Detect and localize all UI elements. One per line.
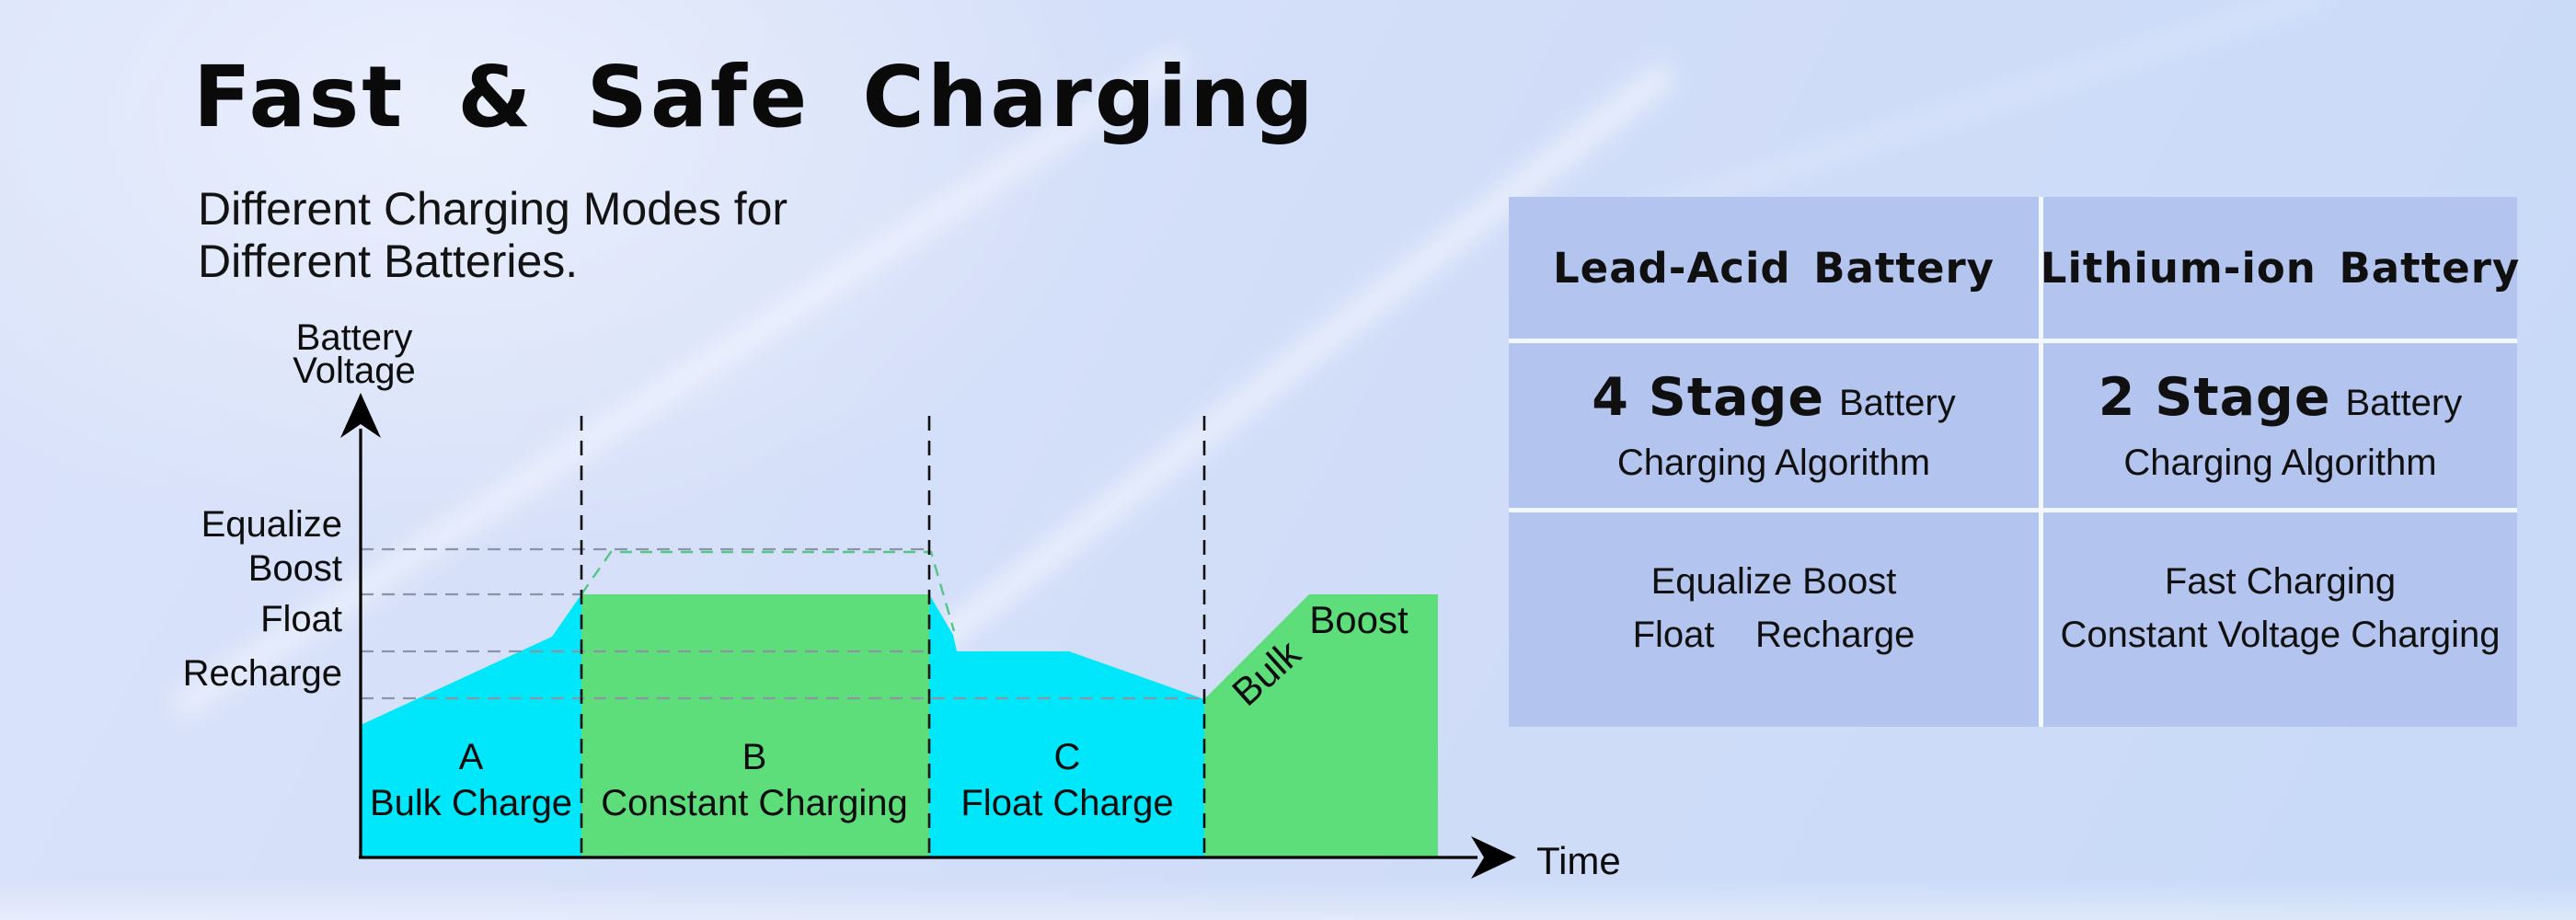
annotation-boost: Boost: [1309, 598, 1409, 641]
x-axis-arrow-icon: [1471, 836, 1516, 879]
battery-comparison-table: Lead-Acid Battery Lithium-ion Battery 4 …: [1509, 197, 2519, 727]
level-label-float: Float: [260, 599, 342, 639]
level-label-recharge: Recharge: [183, 653, 342, 694]
page-subtitle-line2: Different Batteries.: [198, 236, 579, 287]
stage-count-line: 2 Stage Battery: [2099, 367, 2462, 428]
y-axis-arrow-icon: [340, 393, 381, 438]
area-stage-c-float-charge: [929, 594, 1204, 857]
algorithm-line: Charging Algorithm: [2123, 443, 2437, 483]
table-header-lithium-ion: Lithium-ion Battery: [2041, 197, 2519, 343]
area-stage-a-bulk-charge: [361, 594, 581, 857]
stage-c-label: Float Charge: [960, 783, 1173, 823]
equalize-dashed-profile: [581, 550, 956, 632]
stage-count-line: 4 Stage Battery: [1592, 367, 1955, 428]
stage-count: 2 Stage: [2098, 367, 2331, 428]
page-subtitle: Different Charging Modes for Different B…: [198, 183, 788, 288]
stage-count-suffix: Battery: [1839, 383, 1956, 423]
level-label-equalize: Equalize: [201, 504, 342, 545]
table-cell-lithium-ion-stages: 2 Stage Battery Charging Algorithm: [2043, 343, 2517, 512]
stage-b-label: Constant Charging: [601, 783, 908, 823]
background-bottom-band: [0, 880, 2576, 920]
page-subtitle-line1: Different Charging Modes for: [198, 183, 788, 235]
level-label-boost: Boost: [248, 548, 342, 589]
y-axis-title-line2: Voltage: [293, 351, 415, 391]
stage-b-letter: B: [742, 737, 767, 777]
algorithm-line: Charging Algorithm: [1616, 443, 1931, 483]
table-cell-lithium-ion-modes: Fast Charging Constant Voltage Charging: [2043, 512, 2517, 727]
table-header-lead-acid: Lead-Acid Battery: [1509, 197, 2043, 343]
modes-line1: Equalize Boost: [1650, 561, 1897, 602]
y-axis-title-line1: Battery: [296, 317, 413, 358]
stage-c-letter: C: [1054, 737, 1081, 777]
table-cell-lead-acid-modes: Equalize Boost Float Recharge: [1509, 512, 2043, 727]
stage-a-letter: A: [459, 737, 484, 777]
stage-count-suffix: Battery: [2345, 383, 2463, 423]
area-stage-b-constant-charging: [581, 594, 929, 857]
page-title: Fast & Safe Charging: [193, 48, 1317, 146]
stage-a-label: Bulk Charge: [370, 783, 572, 823]
stage-count: 4 Stage: [1592, 367, 1824, 428]
table-cell-lead-acid-stages: 4 Stage Battery Charging Algorithm: [1509, 343, 2043, 512]
x-axis-title: Time: [1536, 839, 1621, 882]
modes-line1: Fast Charging: [2164, 561, 2397, 602]
area-stage-d-bulk-boost: [1204, 594, 1438, 857]
modes-line2: Constant Voltage Charging: [2060, 615, 2501, 655]
modes-line2: Float Recharge: [1632, 615, 1915, 655]
